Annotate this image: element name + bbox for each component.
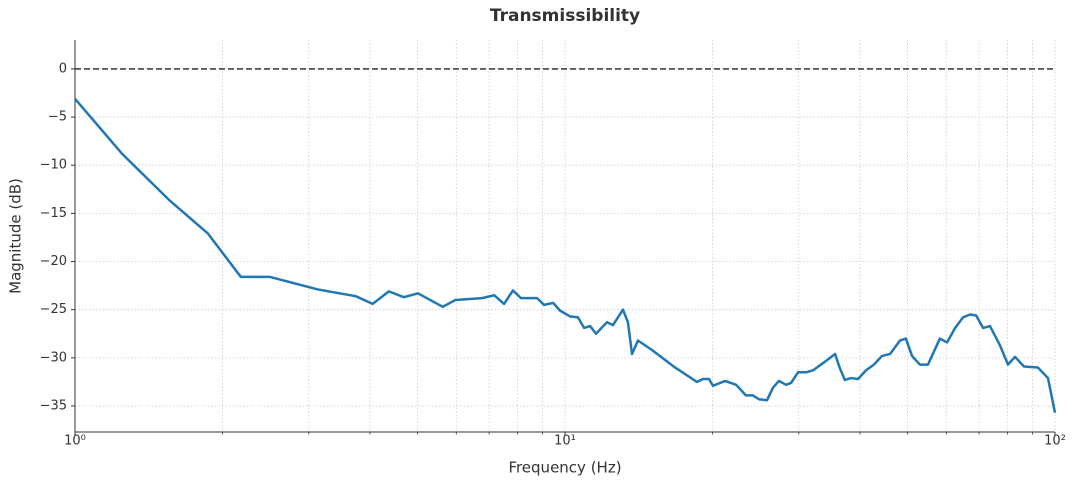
x-tick-label: 10⁰ (64, 434, 86, 449)
data-line (74, 97, 1057, 413)
y-tick-label: −5 (48, 110, 67, 125)
y-tick-label: −20 (40, 254, 67, 269)
y-tick-label: 0 (59, 61, 67, 76)
y-tick-label: −25 (40, 302, 67, 317)
x-tick-label: 10¹ (554, 434, 576, 449)
chart-title: Transmissibility (490, 6, 640, 26)
y-tick-label: −10 (40, 158, 67, 173)
x-axis-label: Frequency (Hz) (508, 459, 621, 477)
y-tick-label: −15 (40, 206, 67, 221)
y-tick-label: −35 (40, 398, 67, 413)
y-tick-label: −30 (40, 350, 67, 365)
y-axis-label: Magnitude (dB) (7, 178, 25, 294)
x-tick-label: 10² (1044, 434, 1066, 449)
